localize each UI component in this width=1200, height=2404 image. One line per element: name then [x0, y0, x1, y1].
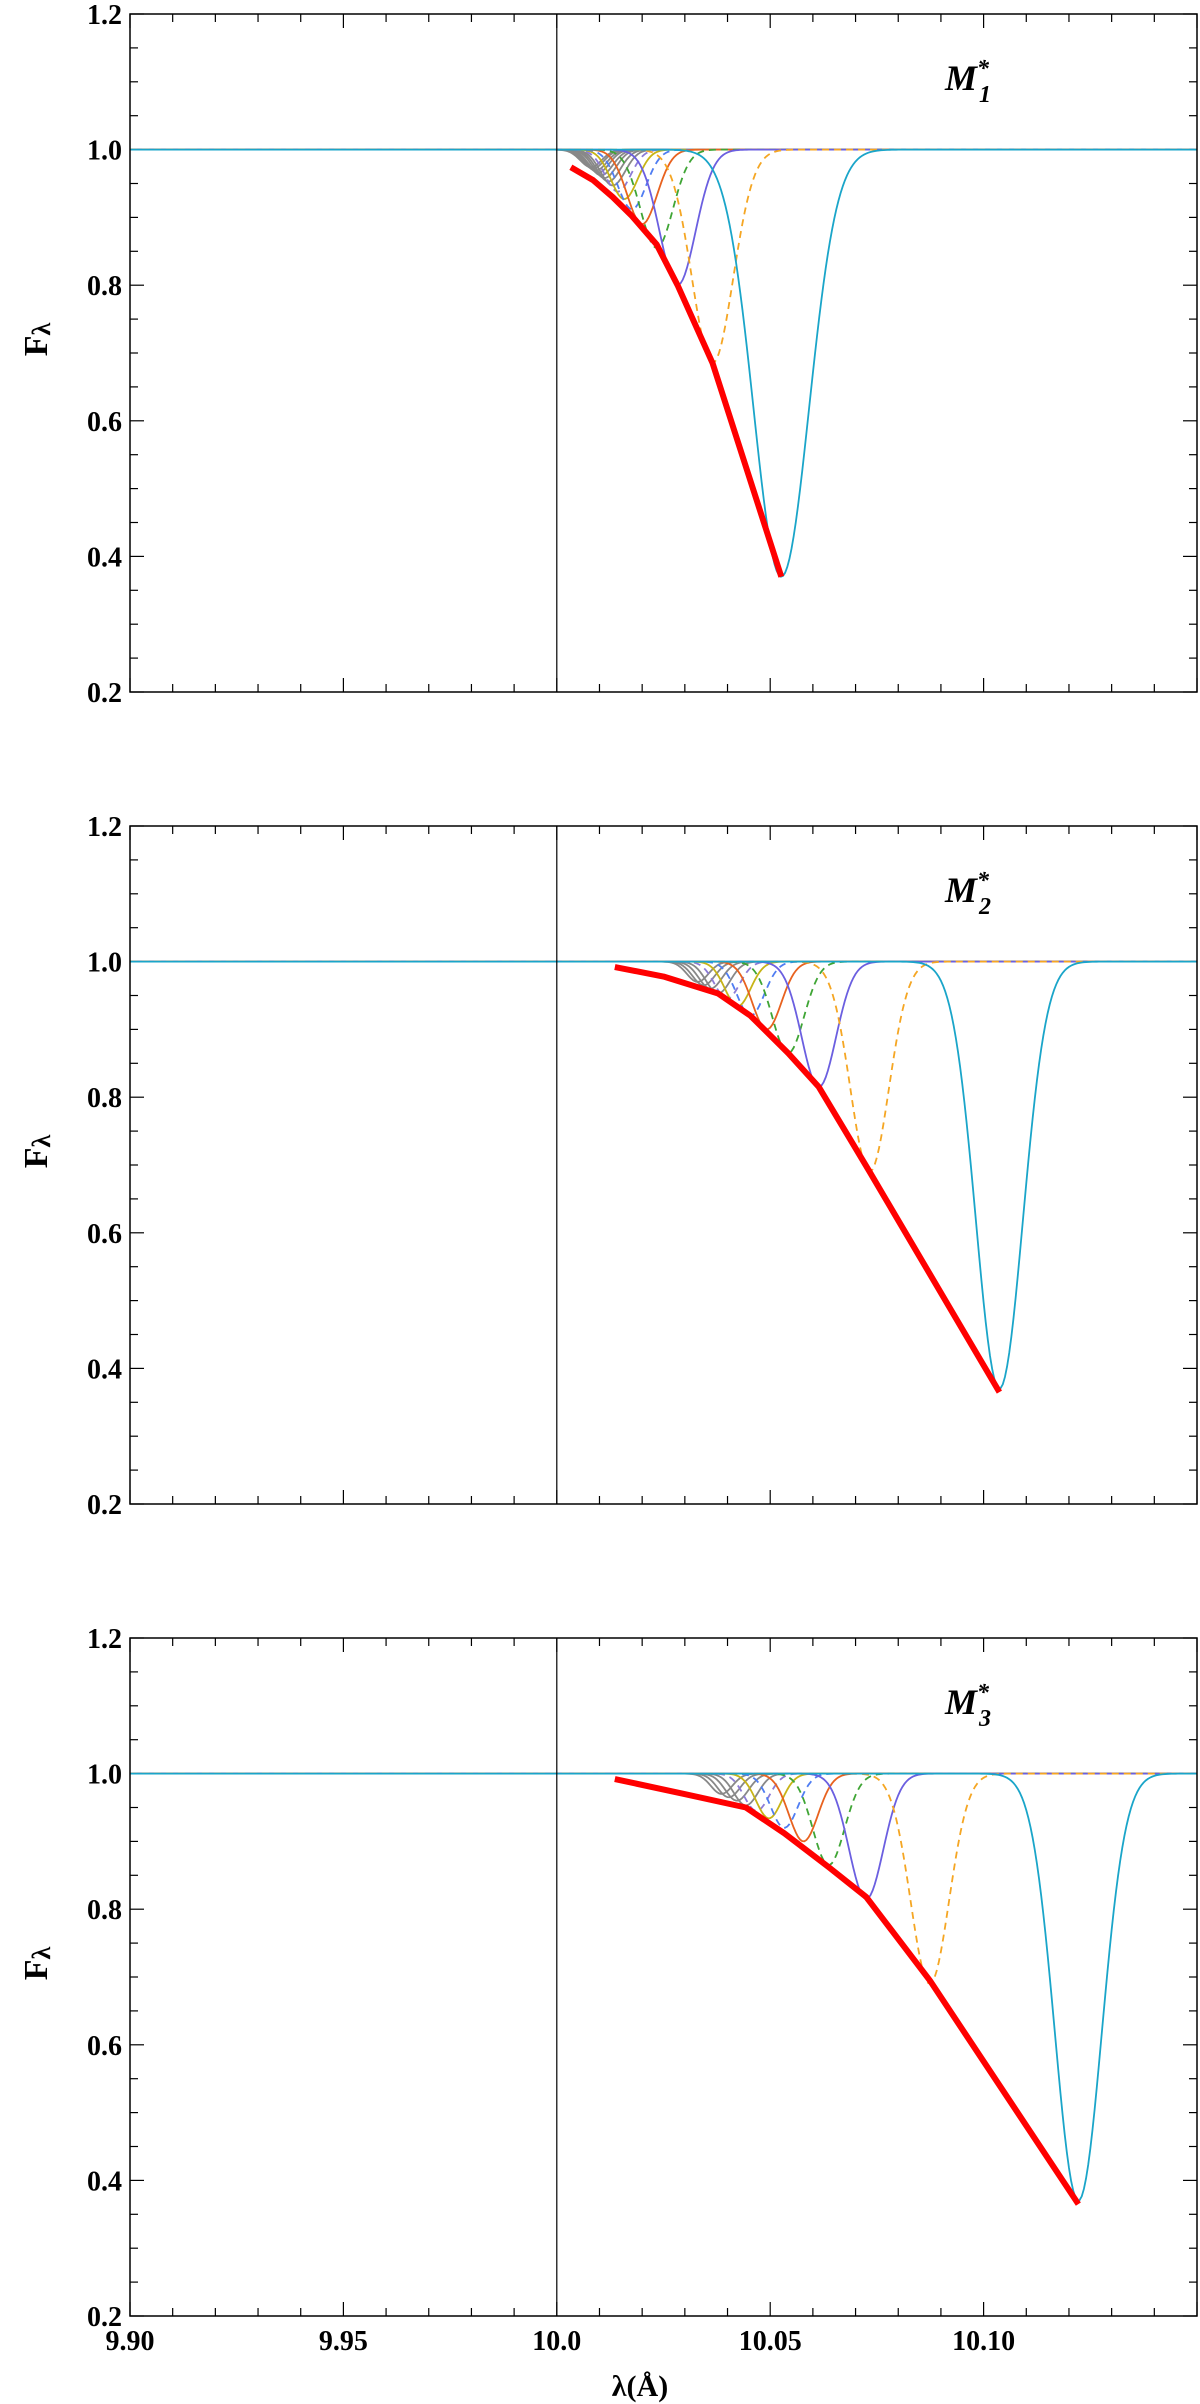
- panel-m2-frame: [129, 825, 1198, 1505]
- panel-m2-profile-line: [130, 960, 1197, 1031]
- panel-m2-title-sup: *: [977, 868, 990, 894]
- panel-m2-ytick-label: 0.8: [87, 1083, 122, 1114]
- panel-m3-title-main: M: [944, 1682, 979, 1722]
- panel-m1-ytick-label: 0.8: [87, 271, 122, 302]
- panel-m2-ytick-label: 0.6: [87, 1219, 122, 1250]
- panel-m1-profile-line: [130, 148, 1197, 187]
- panel-m3-profile-line: [130, 1772, 1197, 1829]
- panel-m1-title-sub: 1: [979, 82, 991, 108]
- panel-m3-profile-line: [130, 1772, 1197, 1985]
- panel-m2-title: M* 2: [944, 868, 991, 920]
- panel-m1-profile-line: [130, 148, 1197, 249]
- panel-m2-ytick-label: 1.2: [87, 812, 122, 843]
- panel-m3-ytick-label: 1.0: [87, 1760, 122, 1791]
- panel-m1-profile-line: [130, 148, 1197, 174]
- panel-m3-ylabel: Fλ: [18, 1946, 56, 1980]
- panel-m3-title: M* 3: [944, 1680, 991, 1732]
- panel-m1-profile-line: [130, 148, 1197, 193]
- panel-m3-ylabel-sub: λ: [27, 1946, 56, 1959]
- panel-m2-profile-line: [130, 960, 1197, 1088]
- panel-m3-title-sub: 3: [978, 1706, 991, 1732]
- panel-m1-ytick-label: 1.0: [87, 136, 122, 167]
- x-tick-label: 9.95: [319, 2326, 368, 2357]
- panel-m3-ytick-label: 0.2: [87, 2302, 122, 2333]
- panel-m2-ytick-label: 1.0: [87, 948, 122, 979]
- panel-m2-ylabel-main: F: [18, 1147, 55, 1168]
- panel-m1-ytick-label: 1.2: [87, 0, 122, 31]
- panel-m3-ticks: 0.2 0.4 0.6 0.8 1.0 1.2 9.90 9.95 10.0 10.05 10.10: [87, 1624, 1198, 2357]
- x-axis-title: λ(Å): [612, 2370, 668, 2403]
- panel-m3-profile-line: [130, 1772, 1197, 1799]
- panel-m3-ytick-label: 0.4: [87, 2166, 122, 2197]
- panel-m1-ylabel-sub: λ: [27, 322, 56, 335]
- x-tick-label: 10.0: [532, 2326, 581, 2357]
- panel-m1-profile-line: [130, 148, 1197, 211]
- panel-m2-title-sub: 2: [978, 894, 991, 920]
- x-tick-label: 10.10: [952, 2326, 1015, 2357]
- panel-m2-profile-line: [130, 960, 1197, 1017]
- panel-m1-profile-line: [130, 148, 1197, 170]
- panel-m2-envelope-line: [614, 964, 1002, 1394]
- panel-m1-frame: [129, 13, 1198, 693]
- panel-m1-ytick-label: 0.6: [87, 407, 122, 438]
- panel-m1-title-sup: *: [977, 56, 990, 82]
- panel-m1-ytick-label: 0.2: [87, 678, 122, 709]
- panel-m2-curves: [130, 960, 1197, 1394]
- panel-m2-ytick-label: 0.2: [87, 1490, 122, 1521]
- panel-m3-ytick-label: 0.8: [87, 1895, 122, 1926]
- panel-m1-envelope-line: [569, 164, 785, 578]
- panel-m1-profile-line: [130, 148, 1197, 172]
- panel-m1-profile-line: [130, 148, 1197, 578]
- panel-m2-profile-line: [130, 960, 1197, 1008]
- panel-m1-ticks: 0.2 0.4 0.6 0.8 1.0 1.2: [87, 0, 1198, 709]
- panel-m1-curves: [130, 148, 1197, 578]
- panel-m1-ylabel: Fλ: [18, 322, 56, 356]
- x-tick-label: 10.05: [739, 2326, 802, 2357]
- panel-m3-curves: [130, 1772, 1197, 2206]
- panel-m2-profile-line: [130, 960, 1197, 1000]
- panel-m1-ytick-label: 0.4: [87, 542, 122, 573]
- panel-m3: 0.2 0.4 0.6 0.8 1.0 1.2 9.90 9.95 10.0 10.05 10.10…: [18, 1624, 1198, 2357]
- panel-m3-title-sup: *: [977, 1680, 990, 1706]
- panel-m1-title-main: M: [944, 58, 979, 98]
- panel-m1-ylabel-main: F: [18, 335, 55, 356]
- panel-m2-profile-line: [130, 960, 1197, 987]
- panel-m1-profile-line: [130, 148, 1197, 169]
- panel-m1-profile-line: [130, 148, 1197, 286]
- panel-m1: 0.2 0.4 0.6 0.8 1.0 1.2 M* 1 Fλ: [18, 0, 1198, 709]
- panel-m2-ylabel: Fλ: [18, 1134, 56, 1168]
- x-tick-label: 9.90: [106, 2326, 155, 2357]
- panel-m2-ylabel-sub: λ: [27, 1134, 56, 1147]
- panel-m3-envelope-line: [614, 1776, 1081, 2206]
- panel-m2-ticks: 0.2 0.4 0.6 0.8 1.0 1.2: [87, 812, 1198, 1521]
- panel-m1-title: M* 1: [944, 56, 991, 108]
- panel-m1-profile-line: [130, 148, 1197, 226]
- panel-m3-ytick-label: 0.6: [87, 2031, 122, 2062]
- panel-m3-ytick-label: 1.2: [87, 1624, 122, 1655]
- panel-m2-title-main: M: [944, 870, 979, 910]
- panel-m3-ylabel-main: F: [18, 1959, 55, 1980]
- panel-m2-profile-line: [130, 960, 1197, 1173]
- panel-m2: 0.2 0.4 0.6 0.8 1.0 1.2 M* 2 Fλ: [18, 812, 1198, 1521]
- panel-m2-profile-line: [130, 960, 1197, 1390]
- panel-m3-profile-line: [130, 1772, 1197, 2202]
- panel-m3-profile-line: [130, 1772, 1197, 1820]
- panel-m3-profile-line: [130, 1772, 1197, 1843]
- panel-m3-frame: [129, 1637, 1198, 2317]
- panel-m2-ytick-label: 0.4: [87, 1354, 122, 1385]
